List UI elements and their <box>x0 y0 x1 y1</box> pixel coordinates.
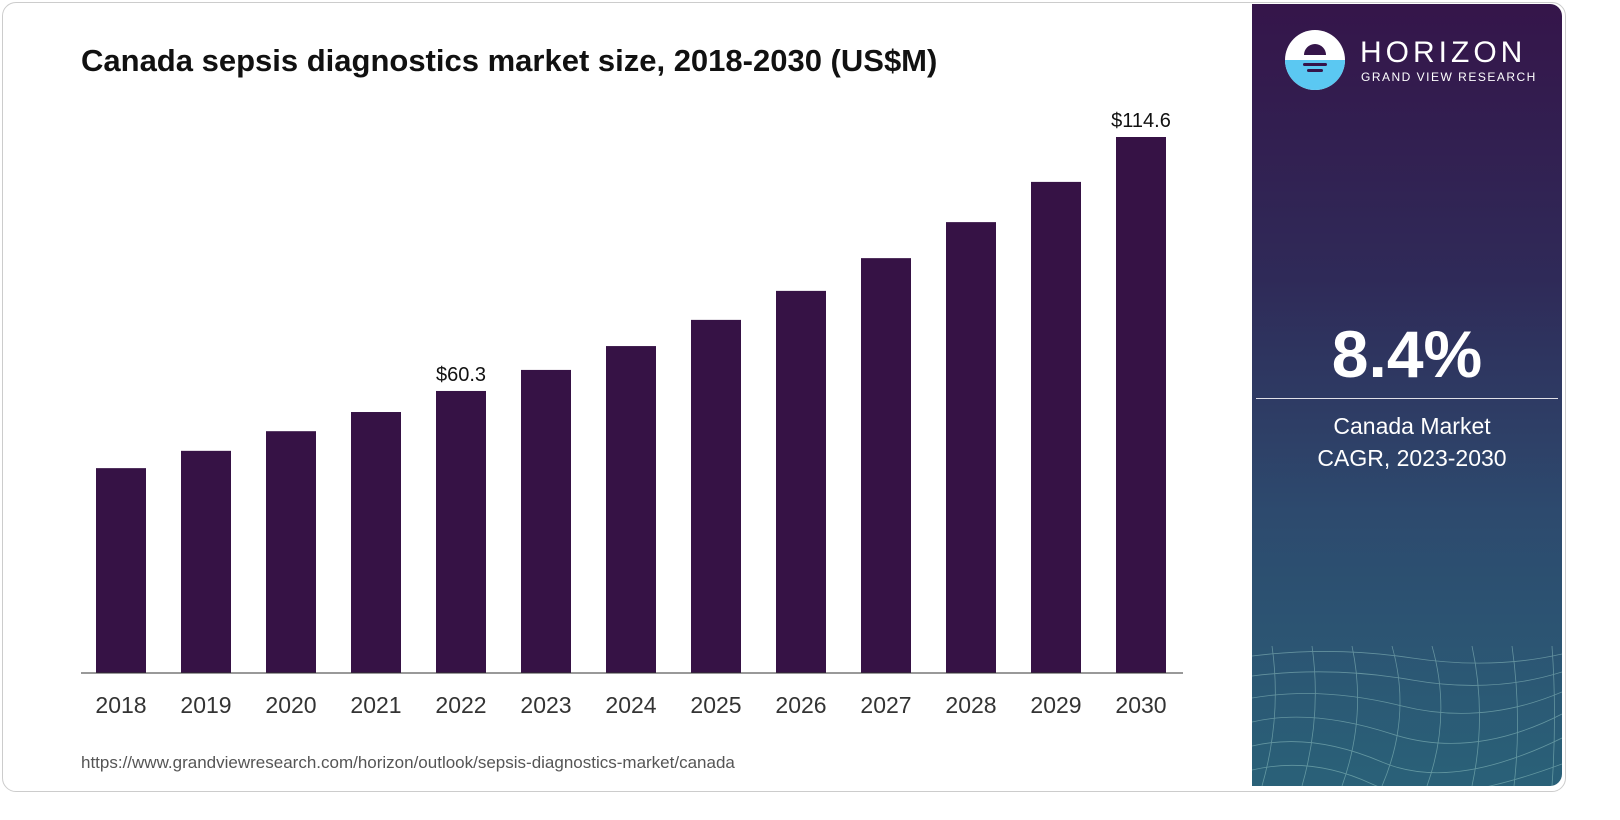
cagr-label-line1: Canada Market <box>1333 413 1491 439</box>
data-label: $114.6 <box>1111 110 1171 132</box>
brand-subtitle: GRAND VIEW RESEARCH <box>1361 70 1537 84</box>
bar-chart: 2018 2019 2020 2021 2022 $60.3 2023 2024 2025 202… <box>81 110 1183 718</box>
x-tick-label: 2030 <box>1115 692 1166 718</box>
x-tick-label: 2025 <box>690 692 741 718</box>
bar-2027 <box>861 258 911 673</box>
source-url[interactable]: https://www.grandviewresearch.com/horizo… <box>81 753 735 772</box>
x-tick-label: 2022 <box>435 692 486 718</box>
bar-2026 <box>776 290 826 673</box>
bar-2022 <box>436 390 486 673</box>
chart-title: Canada sepsis diagnostics market size, 2… <box>81 43 938 78</box>
x-tick-label: 2019 <box>180 692 231 718</box>
x-tick-label: 2027 <box>860 692 911 718</box>
bar-2029 <box>1031 181 1081 674</box>
x-tick-label: 2028 <box>945 692 996 718</box>
x-tick-label: 2021 <box>350 692 401 718</box>
mesh-decoration-icon <box>1252 646 1562 786</box>
cagr-label-line2: CAGR, 2023-2030 <box>1317 445 1507 471</box>
cagr-value: 8.4% <box>1331 317 1483 391</box>
divider <box>1256 398 1558 399</box>
x-tick-label: 2029 <box>1030 692 1081 718</box>
x-tick-label: 2023 <box>520 692 571 718</box>
side-panel: HORIZON GRAND VIEW RESEARCH 8.4% Canada … <box>1252 4 1562 786</box>
bar-2024 <box>606 346 656 673</box>
bar-2021 <box>351 412 401 673</box>
bar-2019 <box>181 450 231 673</box>
horizon-logo-icon <box>1285 30 1345 90</box>
brand-name: HORIZON <box>1360 36 1527 69</box>
bar-2030 <box>1116 137 1166 673</box>
bar-2020 <box>266 431 316 673</box>
x-tick-label: 2018 <box>95 692 146 718</box>
cagr-label: Canada Market CAGR, 2023-2030 <box>1252 410 1562 474</box>
x-tick-label: 2024 <box>605 692 656 718</box>
data-label: $60.3 <box>436 364 486 386</box>
x-tick-label: 2020 <box>265 692 316 718</box>
bar-2018 <box>96 468 146 673</box>
x-tick-label: 2026 <box>775 692 826 718</box>
bar-2025 <box>691 319 741 673</box>
bar-2023 <box>521 369 571 673</box>
bar-2028 <box>946 222 996 674</box>
